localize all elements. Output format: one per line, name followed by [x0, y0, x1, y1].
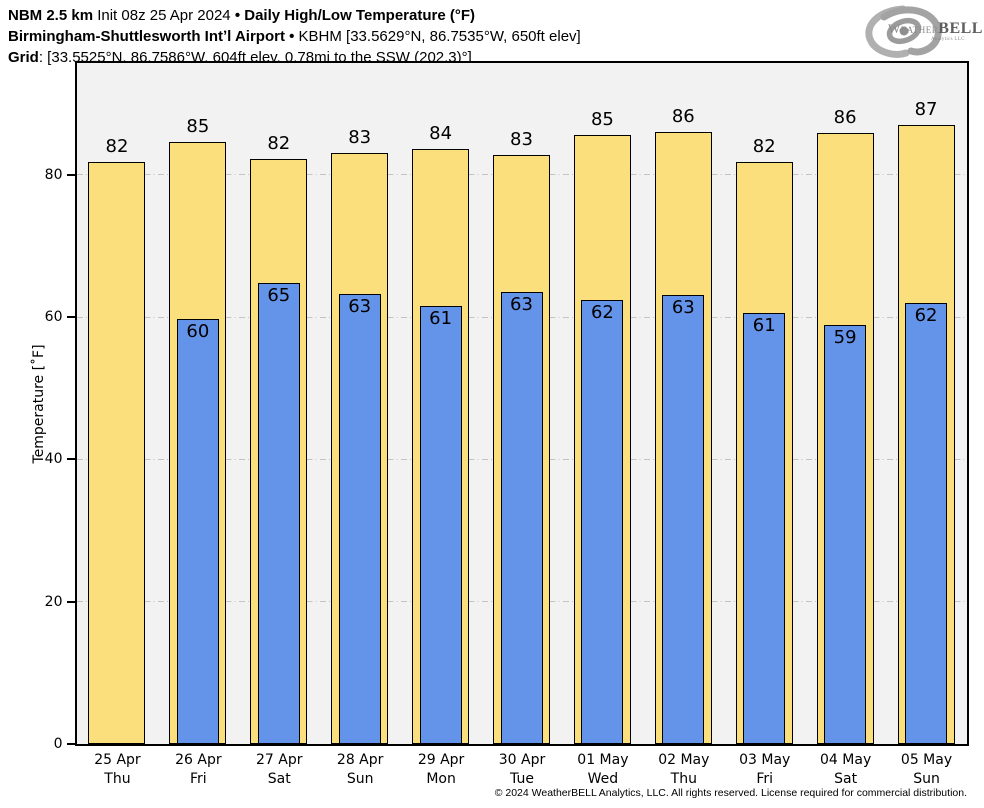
low-value-label: 62: [590, 302, 614, 324]
logo-subtext: Analytics LLC: [931, 37, 965, 42]
x-tick-date: 01 May: [577, 751, 629, 768]
x-tick-label: 29 Apr Mon: [401, 751, 481, 789]
y-tick-mark: [66, 316, 75, 318]
low-bar: [824, 325, 867, 744]
separator-dot: •: [289, 28, 295, 45]
x-tick-date: 28 Apr: [336, 751, 384, 768]
high-value-label: 85: [590, 109, 614, 131]
hurricane-swirl-icon: [865, 5, 942, 58]
logo-weather-text: Weather: [888, 21, 939, 36]
high-value-label: 87: [914, 99, 938, 121]
separator-dot: •: [234, 7, 241, 24]
x-tick-date: 26 Apr: [175, 751, 222, 768]
y-tick-label: 0: [53, 736, 63, 752]
x-tick-label: 03 May Fri: [725, 751, 805, 789]
x-tick-label: 25 Apr Thu: [77, 751, 157, 789]
low-bar: [419, 305, 462, 744]
init-time: Init 08z 25 Apr 2024: [97, 7, 231, 24]
x-tick-date: 04 May: [820, 751, 872, 768]
high-value-label: 85: [186, 115, 210, 137]
plot-area: 82 85 60 82 65 83 63 84 61 83 63 85 62 86 63 82 61 86 59 87…: [74, 60, 969, 746]
chart: Temperature [˚F] 82 85 60 82 65 83 63 84 61 83 63 8…: [31, 60, 975, 806]
logo-bell-text: BELL: [938, 20, 983, 37]
high-value-label: 86: [833, 106, 857, 128]
low-value-label: 63: [671, 297, 695, 319]
y-tick-label: 40: [44, 451, 63, 468]
x-tick-label: 04 May Sat: [806, 751, 886, 789]
header-line-1: NBM 2.5 km Init 08z 25 Apr 2024 • Daily …: [8, 5, 581, 26]
x-tick-label: 05 May Sun: [887, 751, 967, 789]
high-value-label: 83: [510, 129, 533, 151]
low-bar: [662, 295, 705, 744]
low-value-label: 59: [833, 327, 857, 349]
x-tick-date: 25 Apr: [94, 751, 141, 768]
y-tick-label: 60: [44, 309, 63, 326]
x-tick-day: Fri: [756, 770, 774, 787]
high-bar: [88, 162, 146, 744]
low-value-label: 65: [267, 285, 291, 307]
x-tick-label: 27 Apr Sat: [239, 751, 319, 789]
high-value-label: 83: [348, 126, 372, 148]
x-tick-day: Wed: [587, 770, 619, 787]
grid-label: Grid: [8, 49, 39, 66]
x-tick-day: Fri: [190, 770, 207, 787]
y-tick-mark: [66, 458, 75, 461]
x-tick-day: Sun: [913, 770, 940, 787]
low-bar: [500, 292, 543, 744]
x-tick-label: 28 Apr Sun: [320, 751, 400, 789]
low-bar: [338, 294, 381, 744]
y-tick-mark: [66, 173, 75, 176]
low-value-label: 63: [348, 296, 372, 318]
y-tick-label: 20: [44, 593, 63, 610]
y-tick-label: 80: [44, 166, 63, 183]
high-value-label: 84: [429, 122, 453, 144]
low-bar: [581, 300, 624, 744]
x-tick-label: 01 May Wed: [563, 751, 643, 789]
low-bar: [743, 312, 786, 744]
high-value-label: 86: [671, 106, 695, 128]
x-tick-day: Thu: [104, 770, 131, 787]
x-tick-date: 29 Apr: [417, 751, 465, 768]
low-value-label: 60: [186, 321, 210, 343]
low-value-label: 62: [914, 305, 938, 327]
chart-header: NBM 2.5 km Init 08z 25 Apr 2024 • Daily …: [8, 5, 581, 68]
model-name: NBM 2.5 km: [8, 7, 94, 24]
high-value-label: 82: [105, 136, 129, 158]
x-tick-day: Sun: [346, 770, 374, 787]
high-value-label: 82: [752, 136, 776, 158]
high-value-label: 82: [267, 132, 291, 154]
header-line-2: Birmingham-Shuttlesworth Intʼl Airport •…: [8, 26, 581, 47]
low-value-label: 61: [429, 307, 453, 329]
x-tick-day: Mon: [426, 770, 456, 787]
low-value-label: 61: [752, 314, 776, 336]
x-tick-day: Thu: [670, 770, 697, 787]
x-tick-label: 26 Apr Fri: [158, 751, 238, 789]
low-bar: [176, 319, 219, 744]
swirl-core: [899, 26, 909, 36]
x-tick-day: Sat: [267, 770, 291, 787]
x-tick-day: Tue: [510, 770, 534, 787]
x-tick-date: 02 May: [658, 751, 710, 768]
y-tick-mark: [66, 600, 75, 603]
product-title: Daily High/Low Temperature (°F): [244, 7, 475, 24]
x-tick-date: 05 May: [900, 751, 953, 768]
logo-wordmark: WeatherBELL: [888, 20, 983, 38]
station-details: KBHM [33.5629°N, 86.7535°W, 650ft elev]: [298, 28, 581, 45]
x-tick-date: 03 May: [739, 751, 791, 768]
low-bar: [257, 283, 300, 744]
y-axis-title: Temperature [˚F]: [30, 343, 47, 464]
x-tick-label: 02 May Thu: [644, 751, 724, 789]
x-tick-label: 30 Apr Tue: [482, 751, 562, 789]
low-value-label: 63: [510, 294, 533, 316]
station-name: Birmingham-Shuttlesworth Intʼl Airport: [8, 28, 285, 45]
y-tick-mark: [66, 743, 75, 745]
weatherbell-logo: WeatherBELL Analytics LLC: [858, 3, 983, 58]
x-tick-day: Sat: [834, 770, 858, 787]
low-bar: [905, 303, 948, 744]
copyright-notice: © 2024 WeatherBELL Analytics, LLC. All r…: [494, 787, 967, 799]
x-tick-date: 30 Apr: [498, 751, 546, 768]
x-tick-date: 27 Apr: [256, 751, 303, 768]
